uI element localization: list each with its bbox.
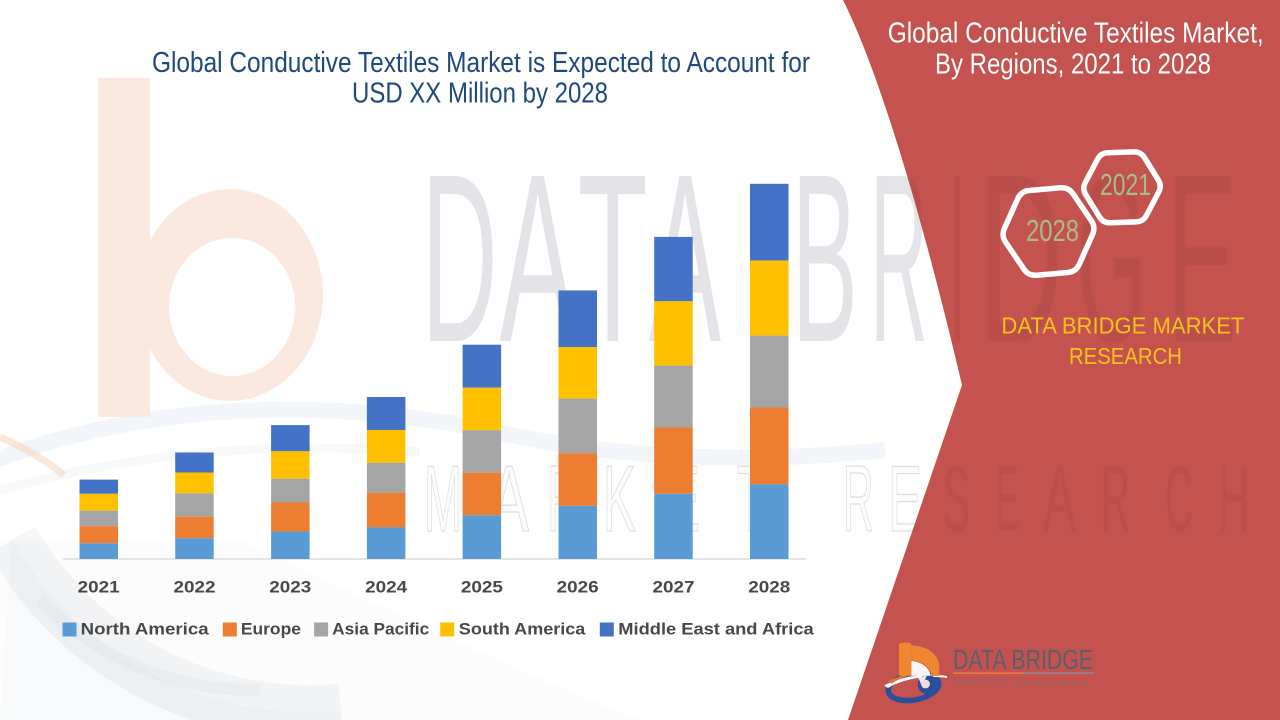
svg-text:I: I [951, 124, 965, 392]
svg-text:DATA BRIDGE: DATA BRIDGE [953, 644, 1093, 675]
svg-text:A: A [1043, 446, 1076, 551]
svg-text:K: K [603, 446, 636, 551]
svg-text:By Regions, 2021 to 2028: By Regions, 2021 to 2028 [935, 49, 1211, 81]
svg-text:M: M [424, 446, 462, 551]
svg-text:E: E [995, 446, 1019, 551]
svg-text:2023: 2023 [269, 578, 311, 597]
svg-text:M A R K E T R E S E A R C H: M A R K E T R E S E A R C H [955, 678, 1089, 688]
svg-text:R: R [1100, 446, 1130, 551]
svg-text:Middle East and Africa: Middle East and Africa [618, 620, 814, 639]
svg-text:2021: 2021 [1100, 167, 1151, 202]
svg-text:2026: 2026 [557, 578, 599, 597]
svg-text:2021: 2021 [78, 578, 120, 597]
svg-text:2024: 2024 [365, 578, 408, 597]
svg-text:South America: South America [459, 620, 586, 639]
svg-text:Global Conductive Textiles Mar: Global Conductive Textiles Market, [888, 18, 1264, 50]
svg-text:R: R [843, 446, 874, 551]
svg-text:D: D [979, 124, 1063, 392]
svg-text:S: S [943, 446, 970, 551]
svg-text:2025: 2025 [461, 578, 503, 597]
svg-text:E: E [1167, 124, 1237, 392]
svg-text:Asia Pacific: Asia Pacific [332, 620, 429, 639]
svg-text:Europe: Europe [241, 620, 301, 639]
svg-text:Global Conductive Textiles Mar: Global Conductive Textiles Market is Exp… [152, 47, 810, 79]
svg-text:DATA BRIDGE MARKET: DATA BRIDGE MARKET [1001, 313, 1244, 339]
svg-text:RESEARCH: RESEARCH [1069, 343, 1182, 369]
svg-text:North America: North America [81, 620, 210, 639]
svg-text:C: C [1165, 446, 1193, 551]
svg-text:2022: 2022 [174, 578, 216, 597]
svg-text:G: G [1077, 124, 1147, 392]
svg-text:B: B [792, 124, 858, 392]
svg-text:2028: 2028 [1026, 213, 1079, 248]
svg-text:USD XX Million by 2028: USD XX Million by 2028 [352, 78, 608, 110]
svg-text:H: H [1218, 446, 1250, 551]
svg-text:2027: 2027 [653, 578, 695, 597]
svg-text:2028: 2028 [748, 578, 790, 597]
